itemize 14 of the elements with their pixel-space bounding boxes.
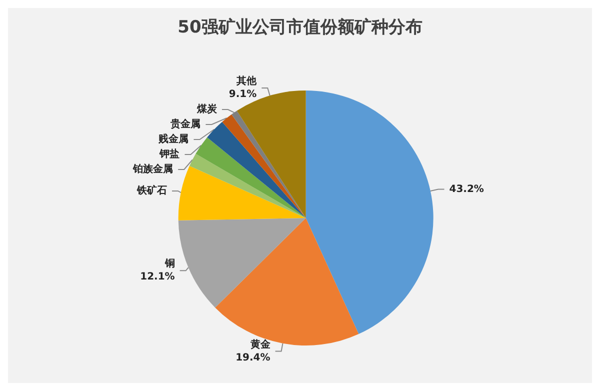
- data-label: 12.1%: [140, 272, 175, 283]
- chart-title: 50强矿业公司市值份额矿种分布: [178, 18, 422, 38]
- slice-label: 贵金属: [170, 118, 201, 130]
- slice-label: 铁矿石: [136, 184, 168, 196]
- slice-label: 铜: [164, 258, 175, 270]
- data-label: 43.2%: [449, 184, 484, 195]
- slice-label: 煤炭: [196, 103, 218, 115]
- data-label: 19.4%: [236, 352, 270, 364]
- slice-label: 钾盐: [158, 148, 180, 160]
- slice-label: 黄金: [249, 338, 272, 350]
- slice-label: 铂族金属: [132, 163, 174, 175]
- slice-label: 其他: [236, 75, 258, 87]
- slice-label: 贱金属: [158, 133, 189, 145]
- data-label: 9.1%: [228, 89, 257, 100]
